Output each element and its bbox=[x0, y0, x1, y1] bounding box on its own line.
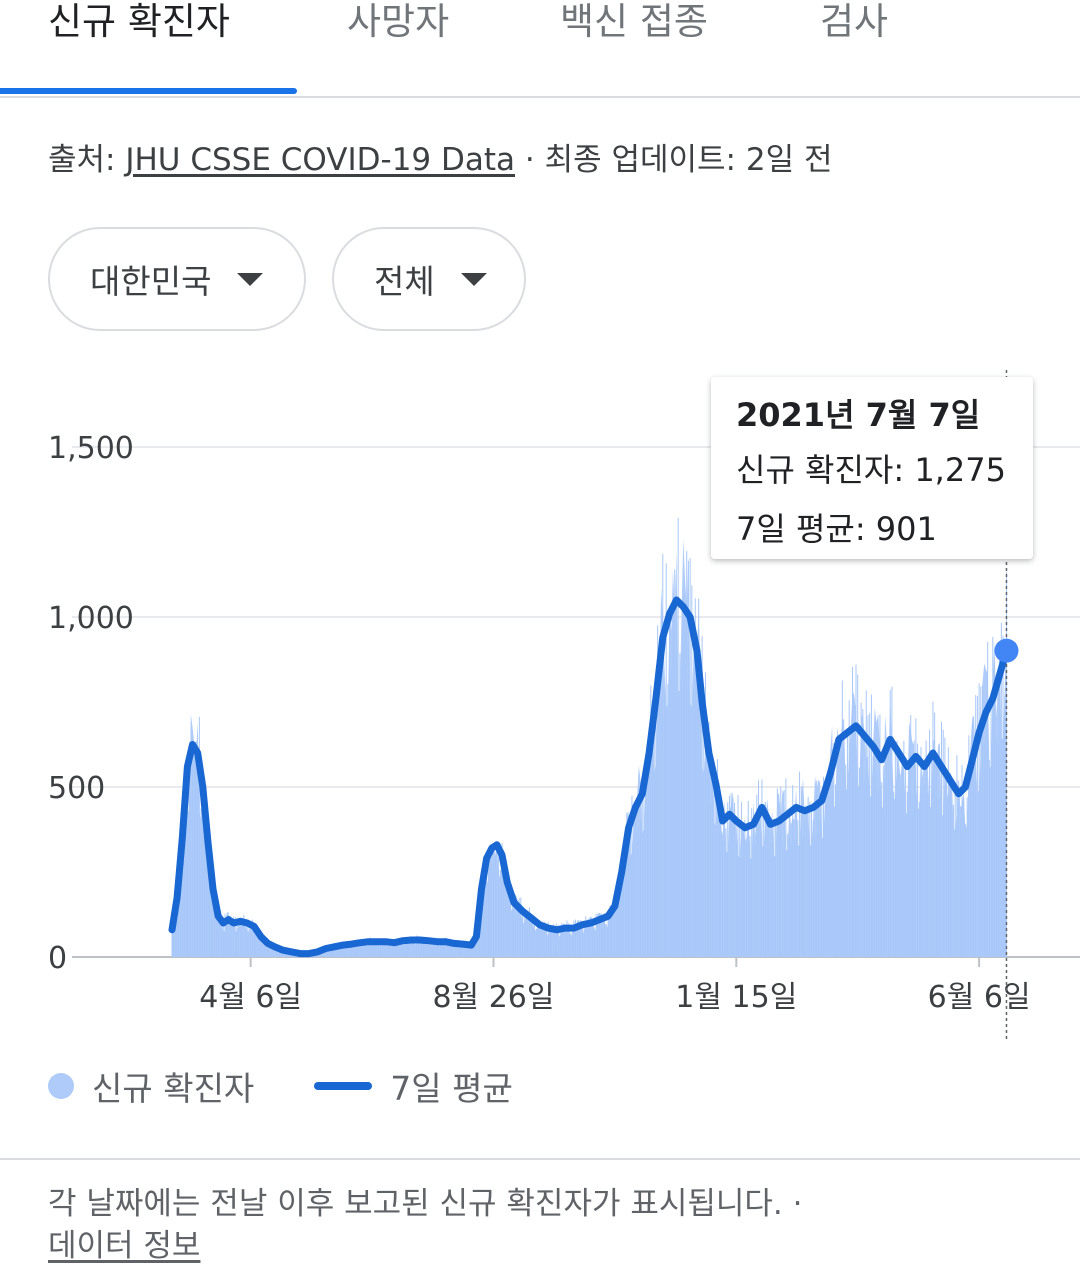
chart-legend: 신규 확진자 7일 평균 bbox=[48, 1062, 513, 1110]
source-prefix: 출처: bbox=[48, 142, 126, 178]
tab-bar: 신규 확진자 사망자 백신 접종 검사 bbox=[0, 0, 1080, 98]
divider bbox=[0, 1158, 1080, 1160]
dropdown-arrow-icon bbox=[460, 272, 487, 286]
footnote: 각 날짜에는 전날 이후 보고된 신규 확진자가 표시됩니다. · 데이터 정보 bbox=[48, 1183, 803, 1264]
footnote-text: 각 날짜에는 전날 이후 보고된 신규 확진자가 표시됩니다. · bbox=[48, 1186, 803, 1222]
x-tick-label: 1월 15일 bbox=[675, 980, 797, 1015]
region-dropdown-label: 대한민국 bbox=[90, 262, 212, 301]
x-tick-label: 4월 6일 bbox=[199, 980, 302, 1015]
source-line: 출처: JHU CSSE COVID-19 Data · 최종 업데이트: 2일… bbox=[48, 138, 832, 182]
tab-tests[interactable]: 검사 bbox=[820, 0, 889, 43]
chart-tooltip: 2021년 7월 7일 신규 확진자: 1,275 7일 평균: 901 bbox=[711, 377, 1033, 559]
tab-deaths[interactable]: 사망자 bbox=[347, 0, 450, 43]
scope-dropdown-label: 전체 bbox=[374, 262, 435, 301]
legend-average-swatch bbox=[314, 1082, 373, 1090]
tooltip-date: 2021년 7월 7일 bbox=[736, 396, 981, 434]
tooltip-average: 7일 평균: 901 bbox=[736, 510, 937, 548]
x-tick-label: 8월 26일 bbox=[432, 980, 554, 1015]
y-tick-label: 0 bbox=[48, 941, 67, 976]
daily-cases-area bbox=[171, 518, 1007, 957]
last-updated: · 최종 업데이트: 2일 전 bbox=[515, 142, 833, 178]
selected-point-marker bbox=[994, 638, 1019, 663]
y-tick-label: 1,500 bbox=[48, 431, 134, 466]
active-tab-indicator bbox=[0, 88, 297, 94]
dropdown-arrow-icon bbox=[237, 272, 264, 286]
tab-new-cases[interactable]: 신규 확진자 bbox=[48, 0, 230, 43]
source-link[interactable]: JHU CSSE COVID-19 Data bbox=[125, 142, 516, 178]
scope-dropdown[interactable]: 전체 bbox=[332, 227, 526, 331]
legend-cases-swatch bbox=[48, 1073, 74, 1099]
tab-vaccinations[interactable]: 백신 접종 bbox=[560, 0, 708, 43]
seven-day-average-line bbox=[168, 596, 1010, 958]
tooltip-cases: 신규 확진자: 1,275 bbox=[736, 451, 1006, 489]
legend-cases-label: 신규 확진자 bbox=[92, 1069, 255, 1108]
y-tick-label: 1,000 bbox=[48, 601, 134, 636]
data-info-link[interactable]: 데이터 정보 bbox=[48, 1228, 201, 1264]
region-dropdown[interactable]: 대한민국 bbox=[48, 227, 306, 331]
cases-chart[interactable]: 0 500 1,000 1,500 4월 6일 8월 26일 1월 15일 6월 6일 bbox=[0, 370, 1080, 1050]
y-tick-label: 500 bbox=[48, 771, 105, 806]
x-tick-label: 6월 6일 bbox=[928, 980, 1031, 1015]
legend-average-label: 7일 평균 bbox=[390, 1069, 513, 1108]
